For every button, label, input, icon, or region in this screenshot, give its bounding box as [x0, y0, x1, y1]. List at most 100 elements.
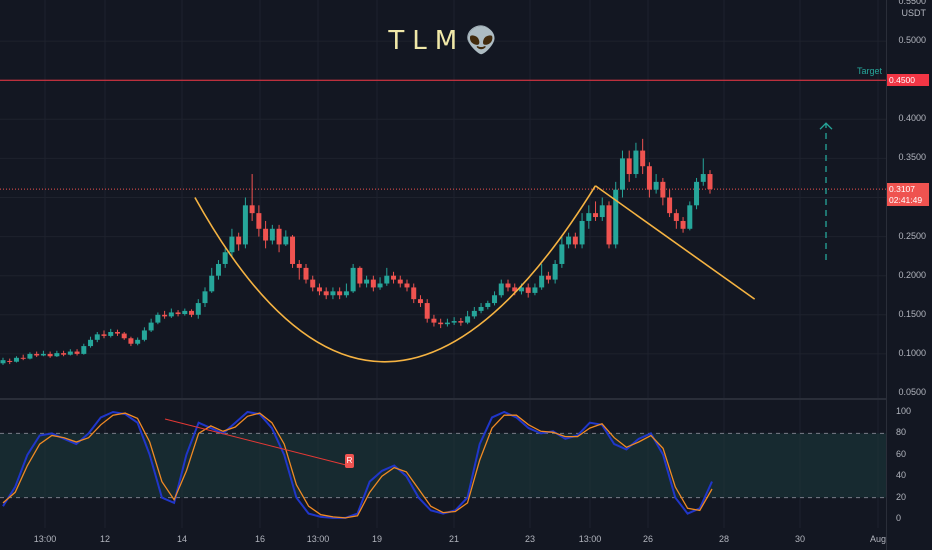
- candle-body: [384, 275, 390, 284]
- candle-body: [263, 228, 269, 241]
- x-tick-label: 28: [718, 534, 730, 544]
- candle-body: [687, 205, 693, 229]
- candle-body: [626, 158, 632, 175]
- candle-body: [451, 321, 457, 323]
- candle-body: [673, 213, 679, 221]
- candle-body: [0, 360, 6, 364]
- candle-body: [40, 353, 46, 356]
- candle-body: [444, 322, 450, 325]
- candle-body: [471, 310, 477, 317]
- candle-body: [667, 197, 673, 214]
- candle-body: [310, 279, 316, 288]
- candle-body: [61, 353, 67, 355]
- candle-body: [572, 236, 578, 245]
- alien-emoji-icon: 👽: [465, 26, 498, 56]
- candle-body: [74, 351, 80, 354]
- candle-body: [323, 291, 329, 296]
- candle-body: [209, 275, 215, 292]
- candle-body: [357, 267, 363, 284]
- candle-body: [101, 334, 107, 336]
- candle-body: [660, 181, 666, 198]
- candle-body: [566, 236, 572, 245]
- candle-body: [391, 275, 397, 280]
- candle-body: [141, 330, 147, 340]
- candle-body: [640, 150, 646, 167]
- candle-body: [411, 287, 417, 300]
- candle-body: [256, 213, 262, 229]
- breakdown-line: [594, 185, 756, 300]
- candle-body: [303, 267, 309, 280]
- candle-body: [296, 263, 302, 268]
- candle-body: [290, 236, 296, 264]
- y-tick-label: 0.4000: [898, 113, 926, 124]
- x-tick-label: 26: [642, 534, 654, 544]
- projection-arrow-head: [819, 122, 833, 130]
- chart-title-text: TLM: [388, 26, 466, 56]
- candle-body: [431, 318, 437, 323]
- candle-body: [47, 353, 53, 357]
- candle-body: [397, 279, 403, 284]
- candle-body: [182, 310, 188, 315]
- y-tick-label: 0.2000: [898, 269, 926, 280]
- candle-body: [202, 291, 208, 304]
- candle-body: [599, 205, 605, 218]
- currency-label: USDT: [901, 8, 927, 18]
- candle-body: [370, 279, 376, 288]
- candle-body: [7, 360, 13, 362]
- candle-body: [222, 252, 228, 264]
- price-axis[interactable]: [886, 0, 932, 550]
- candle-body: [94, 334, 100, 340]
- candle-body: [525, 287, 531, 293]
- candle-body: [680, 220, 686, 229]
- candle-body: [458, 321, 464, 323]
- candle-body: [135, 339, 141, 344]
- candle-body: [337, 291, 343, 296]
- candle-body: [505, 283, 511, 288]
- candle-body: [54, 353, 60, 357]
- candle-body: [646, 166, 652, 190]
- candle-body: [236, 236, 242, 245]
- candle-body: [67, 351, 73, 355]
- candle-body: [175, 312, 181, 315]
- candle-body: [552, 263, 558, 280]
- candle-body: [579, 220, 585, 245]
- candle-body: [330, 291, 336, 296]
- candle-body: [195, 303, 201, 315]
- candle-body: [694, 181, 700, 206]
- candle-body: [545, 275, 551, 280]
- candle-body: [465, 316, 471, 323]
- candle-body: [532, 287, 538, 293]
- candle-body: [593, 213, 599, 218]
- candle-body: [88, 339, 94, 347]
- y-tick-label: 0.1500: [898, 308, 926, 319]
- candle-body: [81, 346, 87, 354]
- x-tick-label: 21: [448, 534, 460, 544]
- candle-body: [364, 279, 370, 284]
- candle-body: [215, 263, 221, 276]
- x-tick-label: 19: [371, 534, 383, 544]
- target-label: Target: [857, 66, 883, 76]
- x-tick-label: 30: [794, 534, 806, 544]
- x-tick-label: 12: [99, 534, 111, 544]
- cup-curve: [194, 185, 597, 363]
- candle-body: [653, 181, 659, 190]
- y-tick-label: 0.0500: [898, 387, 926, 397]
- candle-body: [189, 310, 195, 315]
- candle-body: [20, 357, 26, 359]
- y-tick-label: 0.1000: [898, 347, 926, 358]
- candle-body: [316, 287, 322, 292]
- oscillator-tick-label: 60: [896, 448, 907, 459]
- x-tick-label: 13:00: [306, 534, 330, 544]
- x-tick-label: 14: [176, 534, 188, 544]
- divergence-badge: R: [345, 454, 354, 468]
- candle-body: [518, 287, 524, 292]
- y-tick-label: 0.2500: [898, 230, 926, 241]
- candle-body: [34, 353, 40, 356]
- candle-body: [586, 213, 592, 221]
- x-tick-label: 23: [524, 534, 536, 544]
- oscillator-tick-label: 80: [896, 427, 907, 438]
- candle-body: [404, 283, 410, 288]
- candle-body: [485, 303, 491, 307]
- candle-body: [108, 332, 114, 336]
